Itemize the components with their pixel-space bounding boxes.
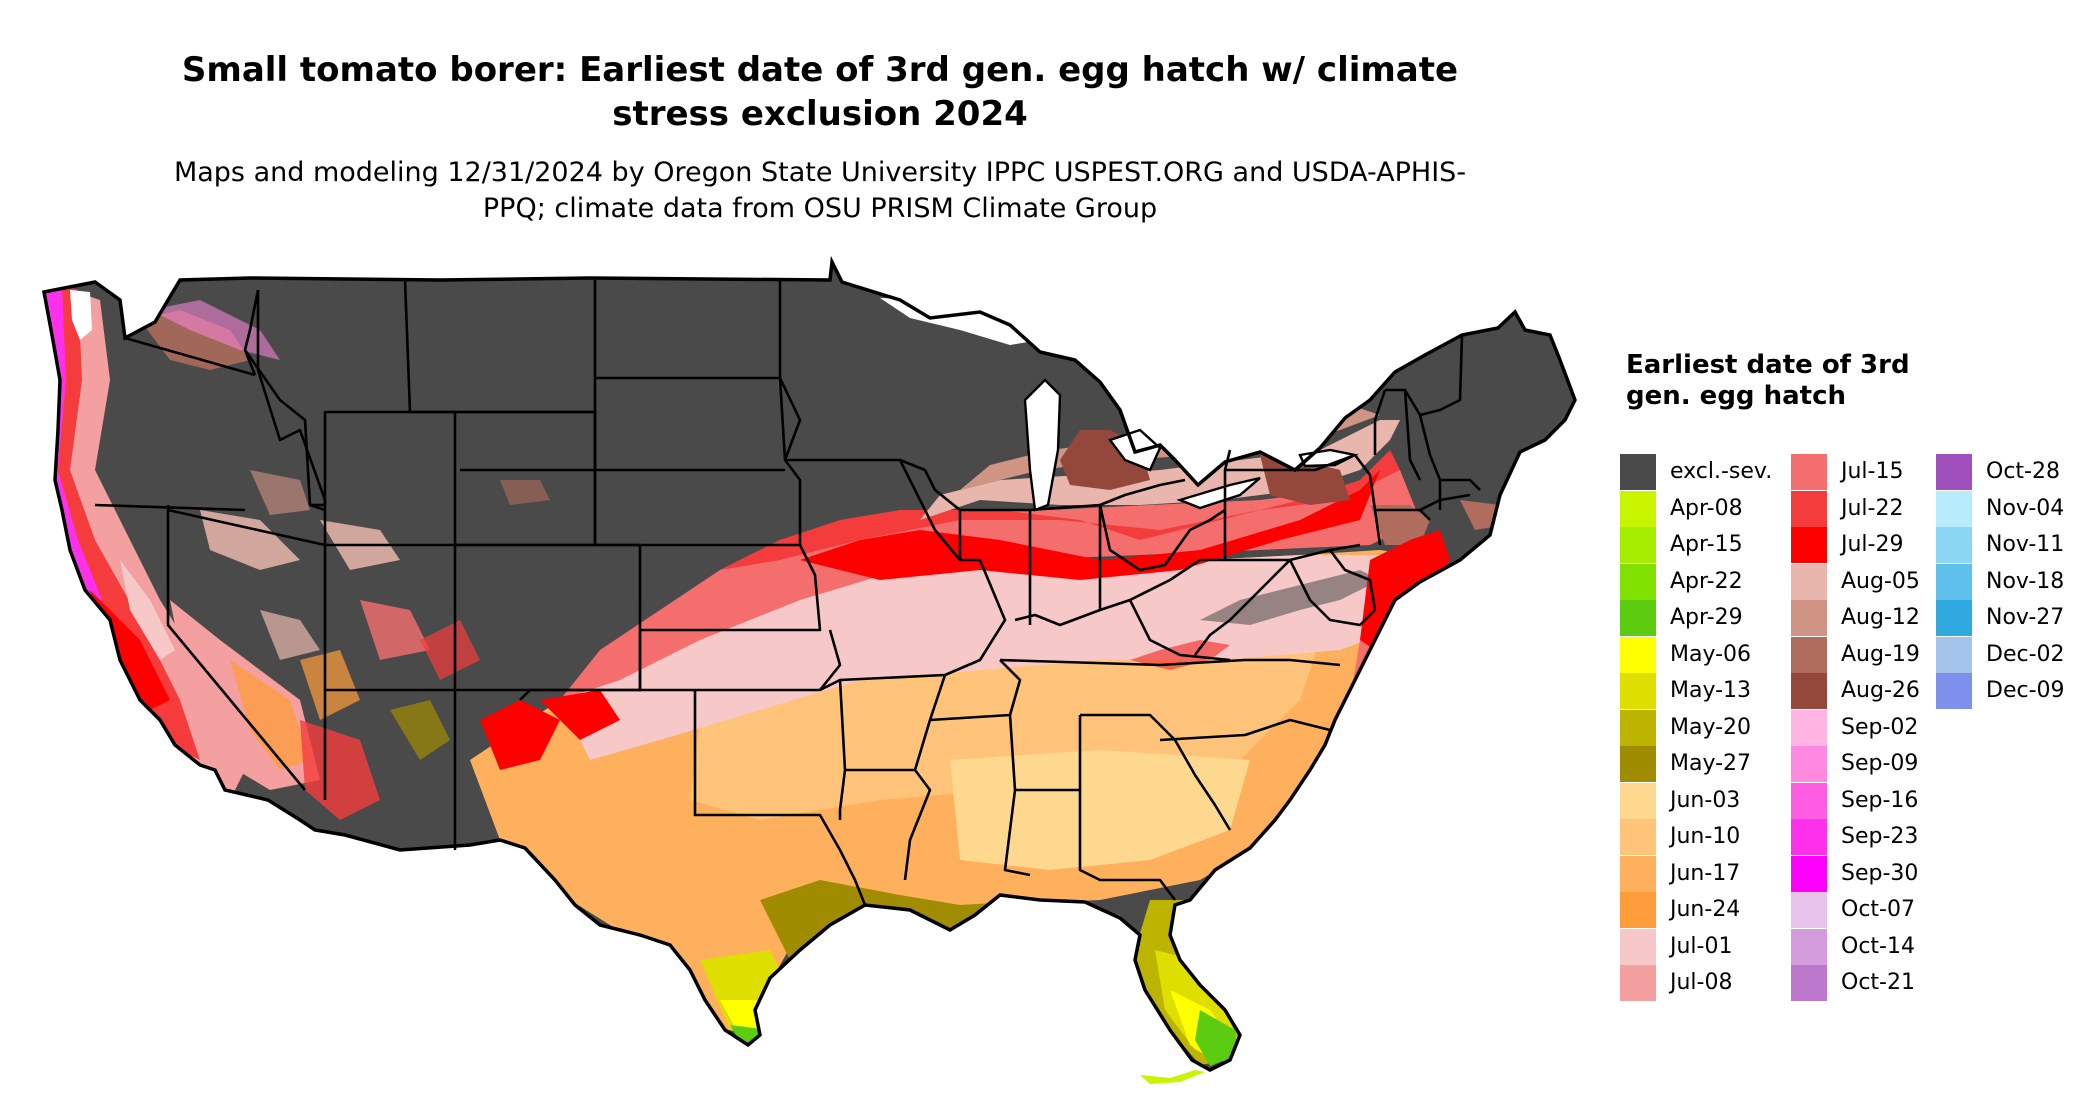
legend-swatch bbox=[1620, 636, 1656, 673]
legend-swatch bbox=[1620, 892, 1656, 928]
legend-swatch bbox=[1620, 454, 1656, 490]
legend-swatch bbox=[1791, 965, 1827, 1001]
legend-label: Jun-10 bbox=[1670, 824, 1741, 849]
legend-swatch bbox=[1791, 454, 1827, 490]
legend-swatch bbox=[1936, 636, 1972, 673]
legend-swatch bbox=[1620, 490, 1656, 527]
legend-label: Jun-17 bbox=[1670, 860, 1741, 886]
legend-label: Jun-03 bbox=[1670, 787, 1741, 813]
legend-label: Jul-15 bbox=[1841, 459, 1904, 484]
legend-swatch bbox=[1620, 746, 1656, 782]
legend-swatch bbox=[1620, 819, 1656, 855]
legend-label: Jun-24 bbox=[1670, 897, 1741, 922]
legend-swatch bbox=[1936, 600, 1972, 636]
legend-swatch bbox=[1791, 855, 1827, 892]
legend-swatch bbox=[1791, 563, 1827, 600]
legend-label: Jul-01 bbox=[1670, 933, 1733, 959]
legend-label: Oct-14 bbox=[1841, 933, 1915, 959]
legend-label: excl.-sev. bbox=[1670, 459, 1773, 484]
legend-label: Oct-21 bbox=[1841, 970, 1915, 995]
lake-michigan bbox=[1025, 380, 1060, 510]
legend-label: Sep-02 bbox=[1841, 714, 1919, 740]
legend-label: Nov-27 bbox=[1986, 605, 2065, 630]
legend-label: Jul-08 bbox=[1670, 970, 1733, 995]
legend-label: Oct-07 bbox=[1841, 897, 1915, 922]
legend-swatch bbox=[1936, 527, 1972, 563]
map-title: Small tomato borer: Earliest date of 3rd… bbox=[181, 50, 1459, 134]
legend-swatch bbox=[1791, 928, 1827, 965]
legend-swatch bbox=[1936, 454, 1972, 490]
legend-label: May-20 bbox=[1670, 714, 1752, 740]
legend-label: Aug-05 bbox=[1841, 568, 1920, 594]
legend-label: Apr-22 bbox=[1670, 568, 1743, 594]
legend-title: Earliest date of 3rd gen. egg hatch bbox=[1626, 350, 1910, 411]
legend-label: Aug-12 bbox=[1841, 605, 1920, 630]
legend-label: Aug-19 bbox=[1841, 641, 1920, 667]
legend-label: Nov-11 bbox=[1986, 532, 2065, 557]
legend-label: Jul-22 bbox=[1841, 495, 1904, 521]
legend-label: Apr-15 bbox=[1670, 532, 1743, 557]
legend-label: May-27 bbox=[1670, 751, 1752, 776]
lake-erie bbox=[1180, 478, 1260, 508]
legend-label: Dec-09 bbox=[1986, 678, 2065, 703]
legend-label: Aug-26 bbox=[1841, 678, 1920, 703]
legend-swatch bbox=[1620, 855, 1656, 892]
legend-label: Sep-09 bbox=[1841, 751, 1919, 776]
legend-swatch bbox=[1791, 782, 1827, 819]
legend-label: Dec-02 bbox=[1986, 641, 2065, 667]
legend-swatch bbox=[1791, 527, 1827, 563]
legend-swatch bbox=[1791, 600, 1827, 636]
legend-label: Sep-23 bbox=[1841, 824, 1919, 849]
legend-label: May-13 bbox=[1670, 678, 1752, 703]
legend-label: Oct-28 bbox=[1986, 459, 2060, 484]
legend-label: Sep-16 bbox=[1841, 787, 1919, 813]
legend-swatch bbox=[1791, 709, 1827, 746]
legend-swatch bbox=[1620, 673, 1656, 709]
legend-swatch bbox=[1620, 965, 1656, 1001]
legend-swatch bbox=[1620, 782, 1656, 819]
legend-swatch bbox=[1620, 709, 1656, 746]
map-subtitle: Maps and modeling 12/31/2024 by Oregon S… bbox=[173, 157, 1467, 224]
lake-superior bbox=[880, 298, 1040, 345]
legend-swatch bbox=[1936, 673, 1972, 709]
legend-label: Nov-18 bbox=[1986, 568, 2065, 594]
legend-swatch bbox=[1936, 490, 1972, 527]
legend-swatch bbox=[1620, 928, 1656, 965]
legend-swatch bbox=[1791, 673, 1827, 709]
legend-swatch bbox=[1620, 527, 1656, 563]
legend-swatch bbox=[1791, 746, 1827, 782]
legend-label: May-06 bbox=[1670, 641, 1752, 667]
legend-swatch bbox=[1791, 490, 1827, 527]
florida-keys bbox=[1140, 1070, 1205, 1084]
legend-label: Nov-04 bbox=[1986, 495, 2065, 521]
legend-label: Apr-08 bbox=[1670, 495, 1743, 521]
legend-swatch bbox=[1620, 600, 1656, 636]
legend-swatch bbox=[1791, 819, 1827, 855]
legend-swatch bbox=[1791, 892, 1827, 928]
legend-swatch bbox=[1620, 563, 1656, 600]
legend-label: Apr-29 bbox=[1670, 605, 1743, 630]
legend-label: Sep-30 bbox=[1841, 860, 1919, 886]
state-boundaries bbox=[94, 279, 1481, 906]
legend-swatch bbox=[1791, 636, 1827, 673]
legend-label: Jul-29 bbox=[1841, 532, 1904, 557]
legend-swatch bbox=[1936, 563, 1972, 600]
